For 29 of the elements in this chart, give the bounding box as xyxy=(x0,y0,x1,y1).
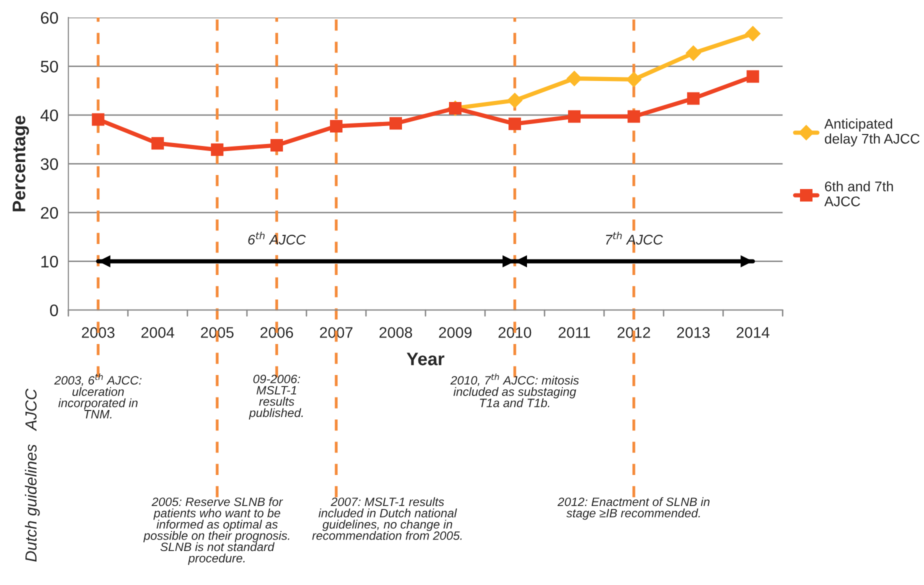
x-tick-label: 2004 xyxy=(141,327,174,338)
y-tick-label: 10 xyxy=(41,256,58,268)
ref-line-label: 2003, 6$^{th}$ AJCC: ulceration incorporated in TNM. xyxy=(54,373,142,418)
legend-label: Anticipated delay 7th AJCC xyxy=(824,118,920,146)
x-tick-label: 2008 xyxy=(380,327,412,338)
x-tick-label: 2011 xyxy=(558,327,590,338)
text: AJCC xyxy=(25,388,37,432)
y-tick-label: 50 xyxy=(40,60,58,73)
x-tick-label: 2013 xyxy=(677,327,710,338)
y-tick-label: 60 xyxy=(40,12,58,24)
y-tick-label: 0 xyxy=(50,304,58,316)
ref-line-label: 2007: MSLT-1 results included in Dutch national guidelines, no change in recommendation from 2005. xyxy=(312,497,462,540)
legend-label: 6th and 7th AJCC xyxy=(824,181,893,206)
ref-line-label: 2012: Enactment of SLNB in stage ≥IB recommended. xyxy=(558,497,710,520)
x-tick-label: 2006 xyxy=(260,327,294,338)
x-tick-label: 2003 xyxy=(82,327,114,338)
text: Dutch guidelines xyxy=(24,444,40,562)
x-axis-title: Year xyxy=(406,352,444,366)
y-tick-label: 40 xyxy=(40,109,58,122)
x-tick-label: 2010 xyxy=(498,327,532,338)
ref-line-label: 09-2006: MSLT-1 results published. xyxy=(248,374,303,420)
ref-line-label: 2005: Reserve SLNB for patients who want to be informed as optimal as possible on their prognosis. SLNB is not standard procedure. xyxy=(143,497,290,565)
x-tick-label: 2009 xyxy=(439,327,472,338)
y-tick-label: 20 xyxy=(40,206,58,219)
y-axis-title: Percentage xyxy=(12,116,30,212)
x-tick-label: 2014 xyxy=(736,327,770,338)
ref-line-label: 2010, 7$^{th}$ AJCC: mitosis included as substaging T1a and T1b. xyxy=(450,373,579,408)
annotation: 7$^{th}$ AJCC xyxy=(606,232,663,245)
y-tick-label: 30 xyxy=(40,158,58,170)
